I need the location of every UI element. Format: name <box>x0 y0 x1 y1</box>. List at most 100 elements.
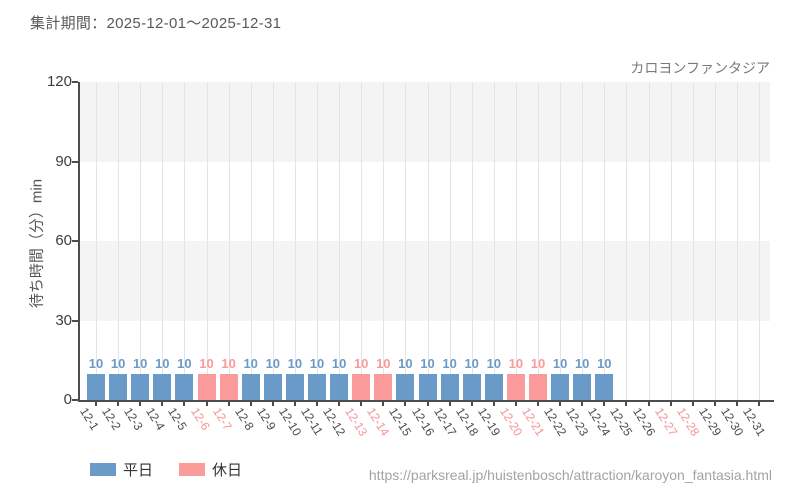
x-tick-12-3 <box>139 402 142 406</box>
bar-value-12-22: 10 <box>552 355 568 371</box>
source-url-watermark: https://parksreal.jp/huistenbosch/attrac… <box>368 467 772 483</box>
gridline-12-16 <box>427 82 429 400</box>
x-tick-label-12-3: 12-3 <box>121 405 146 433</box>
gridline-12-24 <box>604 82 606 400</box>
bar-value-12-14: 10 <box>376 355 391 371</box>
gridline-12-10 <box>294 82 296 400</box>
gridline-12-29 <box>714 82 716 400</box>
y-tick-120 <box>72 81 78 83</box>
bar-12-10 <box>285 373 304 400</box>
bar-12-9 <box>263 373 282 400</box>
x-tick-12-29 <box>713 402 716 406</box>
bar-12-23 <box>573 373 592 400</box>
gridline-12-19 <box>493 82 495 400</box>
y-tick-label-120: 120 <box>46 73 72 90</box>
x-tick-12-20 <box>514 402 517 406</box>
x-tick-12-2 <box>117 402 120 406</box>
x-tick-12-14 <box>382 402 385 406</box>
bar-12-22 <box>551 373 570 400</box>
bar-value-12-3: 10 <box>132 355 148 371</box>
gridline-12-3 <box>140 82 142 400</box>
x-tick-12-31 <box>758 402 760 406</box>
y-axis-line <box>78 82 80 402</box>
y-tick-label-60: 60 <box>55 232 72 249</box>
x-tick-12-12 <box>338 402 341 406</box>
y-tick-label-0: 0 <box>63 391 72 408</box>
bar-value-12-9: 10 <box>265 355 281 371</box>
bar-12-16 <box>418 373 437 400</box>
x-tick-12-27 <box>669 402 672 406</box>
x-tick-12-10 <box>293 402 296 406</box>
bar-value-12-23: 10 <box>574 355 590 371</box>
bar-value-12-4: 10 <box>155 355 170 371</box>
bar-value-12-7: 10 <box>221 355 236 371</box>
gridline-12-14 <box>383 82 385 400</box>
gridline-12-8 <box>250 82 252 400</box>
x-tick-12-18 <box>470 402 473 406</box>
bar-12-21 <box>529 373 547 400</box>
bar-12-15 <box>396 373 415 400</box>
bar-value-12-12: 10 <box>331 355 347 371</box>
legend-item-holiday: 休日 <box>179 459 242 480</box>
y-tick-30 <box>72 319 78 322</box>
x-tick-label-12-8: 12-8 <box>231 405 257 433</box>
holiday-color-swatch <box>179 463 206 476</box>
bar-value-12-16: 10 <box>420 355 435 371</box>
x-tick-label-12-6: 12-6 <box>187 405 213 433</box>
x-tick-12-11 <box>316 402 318 406</box>
x-tick-label-12-31: 12-31 <box>740 405 769 439</box>
bar-12-4 <box>153 373 172 400</box>
gridline-12-1 <box>96 82 97 400</box>
bar-12-12 <box>330 373 349 400</box>
plot-area: 10 10 10 10 10 10 10 10 10 10 10 10 10 10 10 10 10 10 10 10… <box>72 81 774 406</box>
bar-value-12-21: 10 <box>530 355 546 371</box>
y-tick-label-30: 30 <box>55 311 72 329</box>
gridline-12-12 <box>339 82 341 400</box>
x-tick-12-4 <box>161 402 164 406</box>
aggregation-period-title: 集計期間：2025-12-01～2025-12-31 <box>30 15 282 32</box>
legend-weekday-label: 平日 <box>123 462 154 479</box>
x-tick-label-12-9: 12-9 <box>253 405 279 433</box>
bar-12-17 <box>440 373 459 400</box>
bar-value-12-19: 10 <box>486 355 502 371</box>
bar-value-12-15: 10 <box>398 355 413 371</box>
y-tick-label-90: 90 <box>55 152 72 170</box>
legend-holiday-label: 休日 <box>212 462 243 479</box>
bar-12-2 <box>109 373 128 400</box>
x-tick-12-13 <box>360 402 363 406</box>
bar-12-5 <box>175 373 194 400</box>
x-tick-12-22 <box>559 402 562 406</box>
legend: 平日 休日 <box>90 459 242 480</box>
gridline-12-20 <box>515 82 517 400</box>
gridline-12-11 <box>317 82 318 400</box>
x-tick-12-5 <box>183 402 186 406</box>
gridline-12-7 <box>228 82 230 400</box>
gridline-12-22 <box>560 82 562 400</box>
gridline-12-27 <box>670 82 672 400</box>
bar-12-11 <box>308 373 326 400</box>
bar-value-12-18: 10 <box>464 355 479 371</box>
gridline-12-28 <box>692 82 694 400</box>
bar-12-18 <box>462 373 481 400</box>
gridline-12-4 <box>162 82 164 400</box>
bar-12-13 <box>352 373 371 400</box>
gridline-12-18 <box>471 82 473 400</box>
bar-value-12-17: 10 <box>442 355 457 371</box>
gridline-12-25 <box>626 82 628 400</box>
gridline-12-15 <box>405 82 407 400</box>
grid-band-30-60 <box>80 241 770 321</box>
y-tick-0 <box>72 399 78 401</box>
gridline-12-6 <box>206 82 208 400</box>
gridline-12-17 <box>449 82 451 400</box>
grid-band-90-120 <box>80 82 770 162</box>
bar-value-12-24: 10 <box>597 355 612 371</box>
x-tick-label-12-2: 12-2 <box>99 405 124 433</box>
x-tick-12-25 <box>625 402 628 406</box>
gridline-12-23 <box>582 82 584 400</box>
bar-12-3 <box>131 373 150 400</box>
weekday-color-swatch <box>90 463 116 476</box>
x-tick-12-28 <box>691 402 694 406</box>
gridline-12-30 <box>736 82 738 400</box>
gridline-12-31 <box>759 82 760 400</box>
